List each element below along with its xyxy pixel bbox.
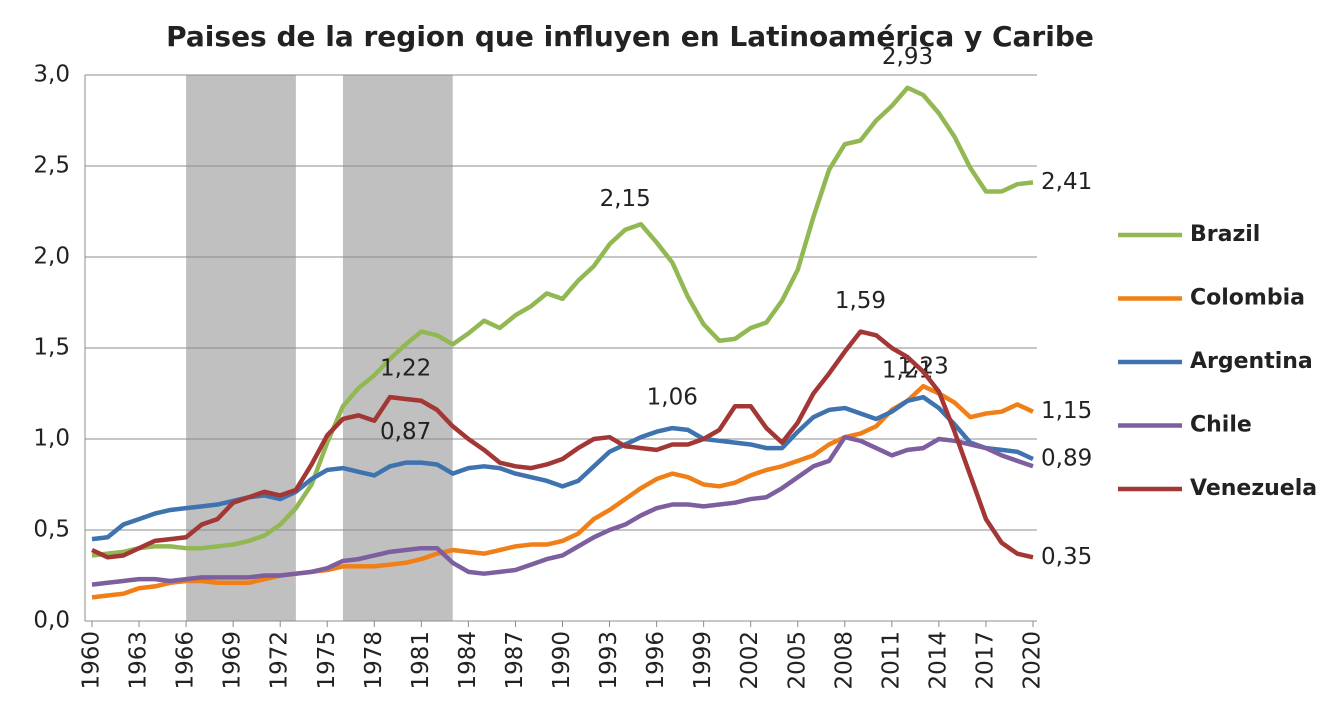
x-tick-label: 2014: [925, 631, 951, 690]
series-line: [91, 383, 1034, 600]
x-tick-label: 2020: [1020, 631, 1046, 690]
x-tick-label: 1984: [455, 631, 481, 690]
x-tick-label: 1987: [502, 631, 528, 690]
value-label: 2,15: [600, 186, 651, 212]
value-label: 1,15: [1041, 398, 1092, 424]
series-line: [91, 434, 1034, 587]
x-tick-label: 1978: [361, 631, 387, 690]
x-tick-label: 1972: [267, 631, 293, 690]
x-tick-label: 1990: [549, 631, 575, 690]
x-tick-label: 1999: [690, 631, 716, 690]
value-label: 2,41: [1041, 169, 1092, 195]
x-tick-label: 1996: [643, 631, 669, 690]
value-label: 0,87: [380, 419, 431, 445]
series-line: [91, 85, 1034, 558]
x-tick-label: 2005: [784, 631, 810, 690]
x-tick-label: 1960: [79, 631, 105, 690]
value-label: 1,22: [380, 355, 431, 381]
value-label: 1,59: [835, 288, 886, 314]
legend-label: Brazil: [1190, 222, 1260, 247]
chart-title: Paises de la region que influyen en Lati…: [166, 20, 1094, 53]
y-tick-label: 1,5: [33, 335, 70, 361]
series-line: [91, 329, 1034, 560]
value-label: 2,93: [882, 44, 933, 70]
y-tick-label: 1,0: [33, 426, 70, 452]
x-tick-label: 2017: [972, 631, 998, 690]
x-tick-label: 2011: [878, 631, 904, 690]
x-tick-label: 2008: [831, 631, 857, 690]
y-tick-label: 2,5: [33, 153, 70, 179]
x-tick-label: 1963: [126, 631, 152, 690]
value-label: 0,89: [1041, 446, 1092, 472]
legend-label: Chile: [1190, 413, 1252, 438]
legend-label: Venezuela: [1190, 476, 1317, 501]
y-tick-label: 3,0: [33, 62, 70, 88]
x-tick-label: 1975: [314, 631, 340, 690]
y-tick-label: 2,0: [33, 244, 70, 270]
x-tick-label: 1981: [408, 631, 434, 690]
legend-label: Colombia: [1190, 286, 1305, 311]
y-tick-label: 0,0: [33, 608, 70, 634]
x-tick-label: 1969: [220, 631, 246, 690]
x-tick-label: 2002: [737, 631, 763, 690]
legend-label: Argentina: [1190, 349, 1313, 374]
value-label: 1,06: [647, 385, 698, 411]
x-tick-label: 1993: [596, 631, 622, 690]
x-tick-label: 1966: [173, 631, 199, 690]
y-tick-label: 0,5: [33, 517, 70, 543]
value-label: 0,35: [1041, 544, 1092, 570]
